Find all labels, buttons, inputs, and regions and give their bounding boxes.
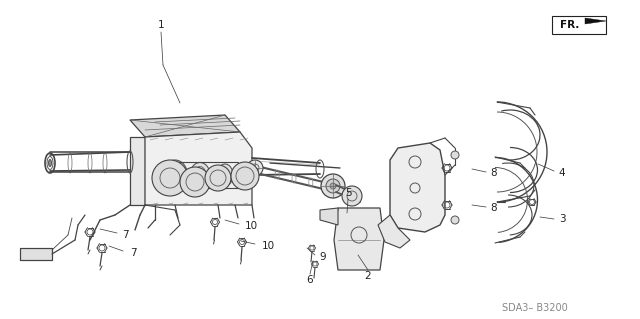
Text: 3: 3 [559,214,565,224]
Ellipse shape [217,164,233,186]
Polygon shape [130,115,240,137]
Polygon shape [334,208,384,270]
Circle shape [205,165,231,191]
FancyBboxPatch shape [552,16,606,34]
Circle shape [342,186,362,206]
Polygon shape [130,137,145,205]
Text: 7: 7 [122,230,128,240]
Circle shape [451,151,459,159]
Ellipse shape [49,160,51,167]
Circle shape [247,160,263,176]
Polygon shape [145,132,252,205]
Text: 8: 8 [491,168,497,178]
Circle shape [326,179,340,193]
Polygon shape [390,143,445,232]
Ellipse shape [190,162,210,188]
Ellipse shape [163,160,188,190]
Polygon shape [320,208,338,225]
Text: 6: 6 [307,275,314,285]
Polygon shape [378,215,410,248]
Text: 5: 5 [345,188,351,198]
Circle shape [330,183,336,189]
Circle shape [180,167,210,197]
Text: 1: 1 [157,20,164,30]
Circle shape [231,162,259,190]
Text: SDA3– B3200: SDA3– B3200 [502,303,568,313]
Text: 2: 2 [365,271,371,281]
Text: 10: 10 [244,221,257,231]
Text: 10: 10 [261,241,275,251]
Polygon shape [585,18,606,24]
Text: 7: 7 [130,248,136,258]
Circle shape [321,174,345,198]
Text: 9: 9 [320,252,326,262]
Text: 8: 8 [491,203,497,213]
Text: 4: 4 [559,168,565,178]
Polygon shape [20,248,52,260]
Circle shape [152,160,188,196]
Text: FR.: FR. [560,20,579,30]
Circle shape [451,216,459,224]
